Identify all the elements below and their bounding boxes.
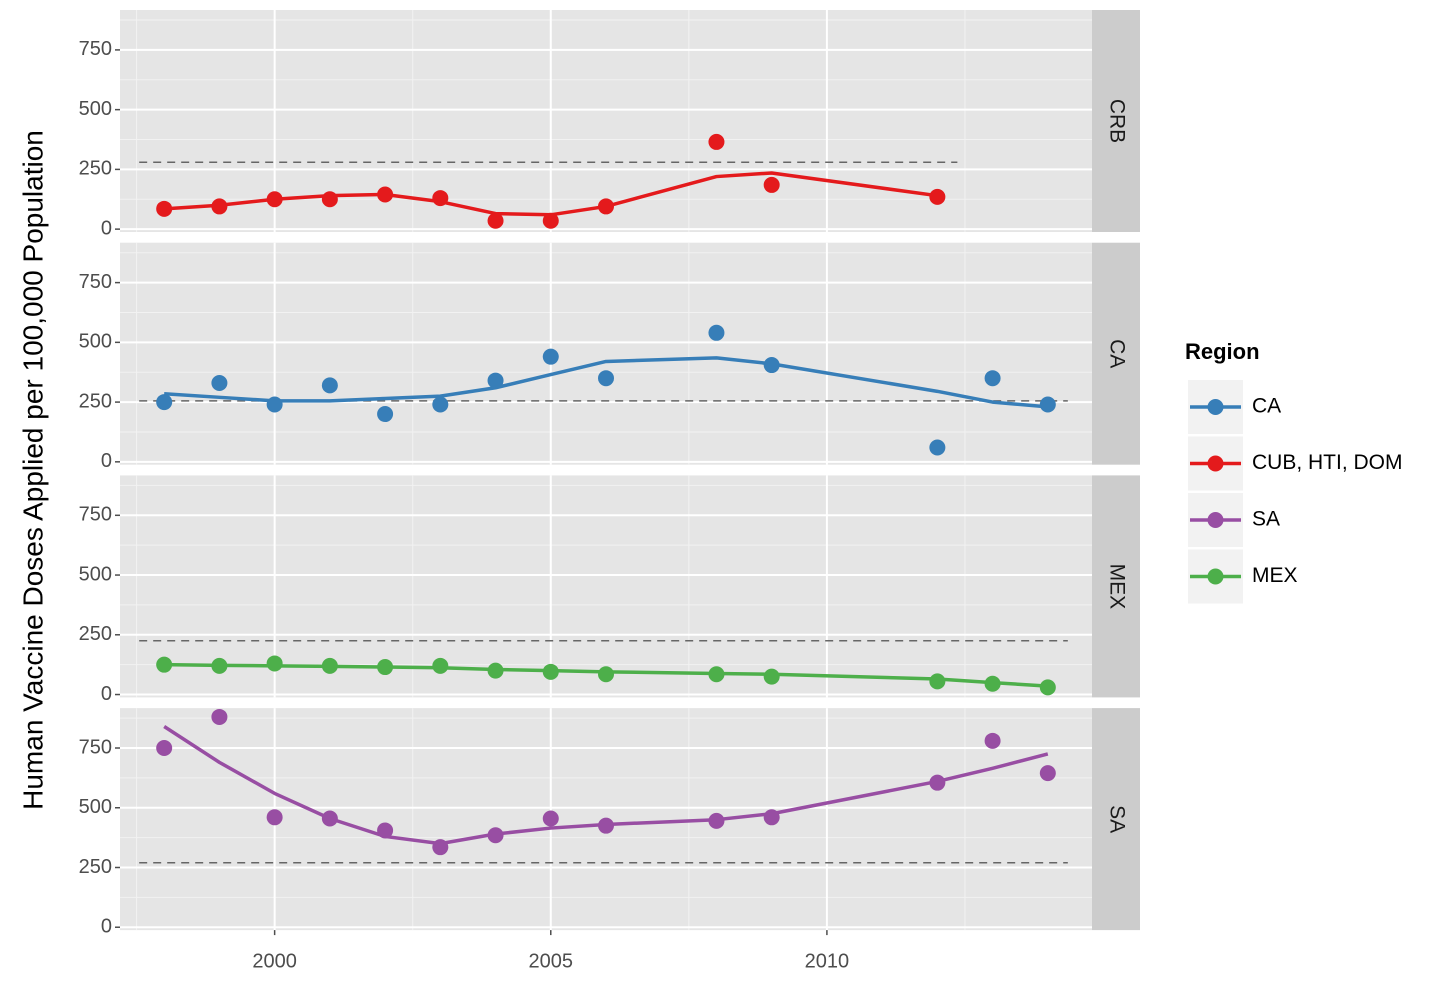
data-point (432, 396, 449, 413)
y-axis-label: Human Vaccine Doses Applied per 100,000 … (17, 130, 48, 810)
data-point (708, 324, 725, 341)
data-point (542, 663, 559, 680)
y-tick-label: 500 (79, 98, 112, 120)
data-point (929, 439, 946, 456)
smooth-line (163, 725, 1049, 846)
data-point (708, 133, 725, 150)
data-point (266, 191, 283, 208)
data-point (763, 809, 780, 826)
y-tick-label: 750 (79, 736, 112, 758)
legend-point (1207, 512, 1224, 528)
data-point (1039, 765, 1056, 782)
data-point (266, 655, 283, 672)
y-tick-label: 750 (79, 504, 112, 526)
data-point (321, 377, 338, 394)
data-point (211, 708, 228, 725)
data-point (984, 675, 1001, 692)
strip-label: SA (1105, 805, 1128, 833)
data-point (211, 374, 228, 391)
legend-title: Region (1185, 339, 1260, 364)
strip-background (1092, 242, 1140, 465)
data-point (763, 668, 780, 685)
legend-label: CUB, HTI, DOM (1252, 451, 1403, 474)
y-tick-label: 750 (79, 38, 112, 60)
data-point (763, 176, 780, 193)
data-point (266, 396, 283, 413)
data-point (487, 212, 504, 229)
strip-label: MEX (1105, 564, 1128, 610)
data-point (984, 732, 1001, 749)
data-point (156, 656, 173, 673)
data-point (266, 809, 283, 826)
data-point (432, 190, 449, 207)
data-point (156, 200, 173, 217)
data-point (598, 817, 614, 834)
y-tick-label: 0 (101, 217, 112, 239)
data-point (321, 810, 338, 827)
data-point (487, 827, 504, 844)
data-point (377, 822, 394, 839)
smooth-line (164, 171, 938, 217)
smooth-line (164, 356, 1048, 409)
y-tick-label: 250 (79, 623, 112, 645)
data-point (708, 812, 725, 829)
y-tick-label: 0 (101, 450, 112, 472)
strip-label: CRB (1105, 99, 1128, 143)
data-point (156, 394, 173, 411)
data-point (156, 740, 173, 757)
legend-label: MEX (1252, 564, 1298, 587)
x-tick-label: 2005 (529, 950, 574, 972)
data-point (598, 370, 614, 387)
data-point (432, 839, 449, 856)
data-point (598, 198, 614, 215)
y-tick-label: 750 (79, 271, 112, 293)
y-tick-label: 0 (101, 683, 112, 705)
data-point (598, 666, 614, 683)
data-point (542, 212, 559, 229)
legend-label: CA (1252, 395, 1281, 418)
data-point (542, 810, 559, 827)
y-tick-label: 0 (101, 916, 112, 938)
data-point (929, 673, 946, 690)
data-point (1039, 396, 1056, 413)
y-tick-label: 500 (79, 563, 112, 585)
strip-background (1092, 10, 1140, 232)
data-point (542, 348, 559, 365)
data-point (487, 662, 504, 679)
data-point (211, 657, 228, 674)
smooth-line (164, 662, 1048, 688)
y-tick-label: 250 (79, 158, 112, 180)
data-point (984, 370, 1001, 387)
legend-point (1207, 399, 1224, 415)
panel-background (120, 242, 1092, 465)
data-point (377, 406, 394, 423)
data-point (377, 659, 394, 676)
data-point (432, 657, 449, 674)
y-tick-label: 500 (79, 331, 112, 353)
y-tick-label: 250 (79, 856, 112, 878)
strip-label: CA (1105, 339, 1128, 368)
data-point (377, 186, 394, 203)
data-point (321, 657, 338, 674)
x-tick-label: 2010 (805, 950, 850, 972)
y-tick-label: 500 (79, 796, 112, 818)
legend-point (1207, 455, 1224, 472)
data-point (321, 191, 338, 208)
data-point (211, 198, 228, 215)
y-tick-label: 250 (79, 390, 112, 412)
data-point (929, 188, 946, 205)
data-point (763, 357, 780, 374)
data-point (487, 372, 504, 389)
legend-point (1207, 568, 1224, 585)
data-point (1039, 679, 1056, 696)
legend-label: SA (1252, 508, 1280, 531)
x-tick-label: 2000 (252, 950, 297, 972)
data-point (929, 774, 946, 791)
data-point (708, 666, 725, 683)
strip-background (1092, 708, 1140, 931)
strip-background (1092, 475, 1140, 698)
